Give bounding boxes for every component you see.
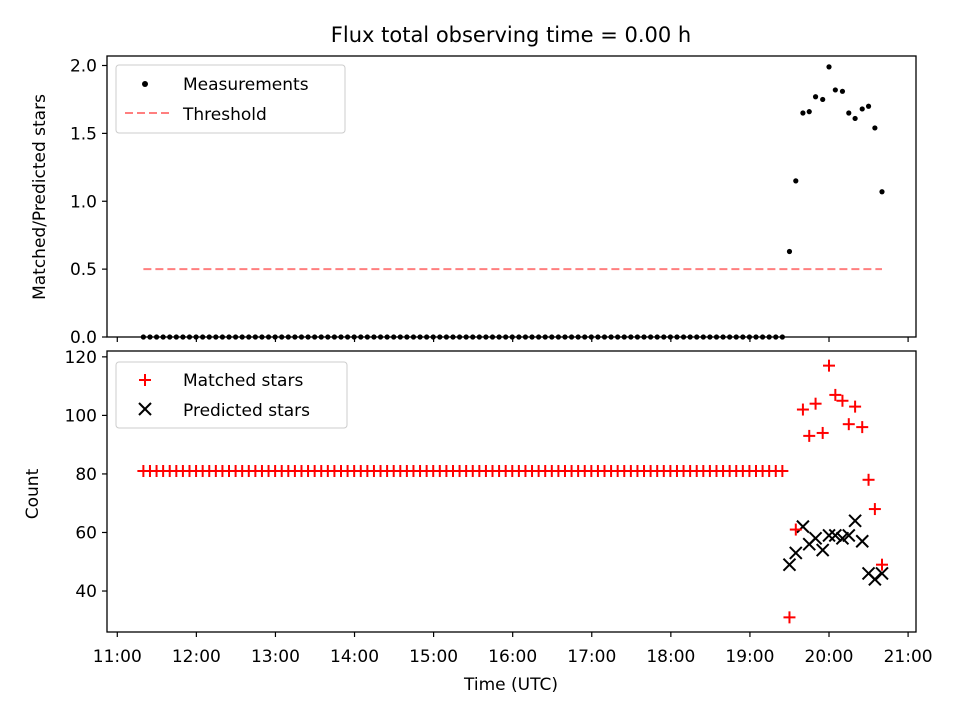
x-tick-label: 15:00	[409, 647, 458, 667]
predicted-star-marker	[855, 534, 869, 548]
predicted-star-marker	[815, 543, 830, 557]
matched-star-marker	[842, 418, 855, 431]
bottom-legend-box	[115, 361, 348, 429]
legend-threshold-label: Threshold	[182, 105, 267, 125]
predicted-star-marker	[822, 528, 836, 543]
top-y-axis-label: Matched/Predicted stars	[30, 94, 50, 300]
x-tick-label: 13:00	[251, 647, 300, 667]
bottom-plot-frame	[106, 350, 917, 633]
matched-star-marker	[829, 388, 842, 401]
top-panel: 0.00.51.01.52.0 Matched/Predicted stars …	[30, 55, 917, 348]
measurement-point	[839, 88, 846, 94]
matched-star-marker	[789, 523, 802, 536]
matched-star-marker	[796, 403, 809, 416]
matched-star-marker	[836, 394, 849, 407]
x-tick-label: 11:00	[93, 647, 142, 667]
legend-measurements-marker	[142, 81, 148, 87]
top-y-tick-label: 0.5	[70, 260, 97, 280]
predicted-star-marker	[808, 531, 823, 546]
chart-title: Flux total observing time = 0.00 h	[331, 23, 691, 47]
measurement-point	[800, 110, 806, 116]
top-legend: Measurements Threshold	[115, 64, 346, 134]
top-y-tick-label: 1.0	[70, 192, 97, 212]
x-tick-label: 14:00	[330, 647, 379, 667]
x-tick-label: 17:00	[567, 647, 616, 667]
legend-predicted-marker	[138, 402, 152, 416]
predicted-star-marker	[875, 566, 889, 581]
top-y-tick-label: 2.0	[70, 57, 97, 77]
bottom-y-tick-label: 100	[65, 406, 97, 426]
measurement-point	[826, 64, 832, 70]
x-tick-label: 21:00	[884, 647, 933, 667]
matched-star-marker	[803, 429, 816, 442]
matched-star-marker	[868, 503, 881, 516]
legend-measurements-label: Measurements	[183, 75, 309, 95]
matched-star-marker	[783, 611, 796, 624]
top-y-tick-label: 1.5	[70, 124, 97, 144]
measurement-point	[806, 109, 812, 115]
legend-matched-label: Matched stars	[183, 371, 303, 391]
x-tick-label: 16:00	[488, 647, 537, 667]
measurement-point	[859, 106, 865, 112]
bottom-y-tick-label: 120	[65, 348, 97, 368]
bottom-legend: Matched stars Predicted stars	[115, 361, 348, 429]
measurement-point	[872, 125, 878, 131]
matched-star-marker	[856, 421, 869, 434]
top-plot-frame	[106, 55, 917, 338]
measurement-point	[812, 94, 819, 100]
matched-star-marker	[875, 558, 888, 571]
measurement-point	[820, 96, 826, 103]
measurement-point	[793, 178, 799, 184]
legend-matched-marker	[139, 374, 151, 386]
measurement-point	[832, 87, 838, 93]
x-tick-label: 20:00	[805, 647, 854, 667]
matched-star-marker	[823, 359, 836, 372]
x-tick-label: 19:00	[725, 647, 774, 667]
matched-star-marker	[809, 397, 822, 410]
predicted-star-marker	[796, 519, 810, 534]
x-axis-label: Time (UTC)	[463, 675, 558, 695]
measurement-point	[786, 248, 793, 255]
measurement-point	[846, 110, 852, 116]
measurement-point	[852, 115, 858, 122]
predicted-star-marker	[789, 546, 803, 560]
matched-star-marker	[862, 473, 875, 486]
bottom-y-tick-label: 60	[75, 523, 97, 543]
bottom-panel: 40 60 80 100 120 Count Matched stars Predict…	[23, 348, 933, 695]
predicted-star-marker	[828, 528, 843, 543]
bottom-y-tick-label: 40	[75, 582, 97, 602]
legend-predicted-label: Predicted stars	[183, 401, 310, 421]
predicted-star-marker	[842, 528, 856, 543]
bottom-y-axis-label: Count	[23, 468, 43, 519]
matched-star-marker	[849, 400, 862, 413]
x-tick-label: 12:00	[172, 647, 221, 667]
matched-star-marker	[816, 426, 829, 439]
bottom-y-tick-label: 80	[75, 465, 97, 485]
predicted-star-marker	[848, 514, 862, 528]
measurement-point	[879, 189, 885, 195]
predicted-star-marker	[782, 557, 797, 572]
measurement-point	[865, 103, 872, 109]
x-tick-label: 18:00	[646, 647, 695, 667]
matched-star-marker	[776, 465, 789, 478]
top-legend-box	[115, 64, 346, 134]
top-y-tick-label: 0.0	[70, 328, 97, 348]
